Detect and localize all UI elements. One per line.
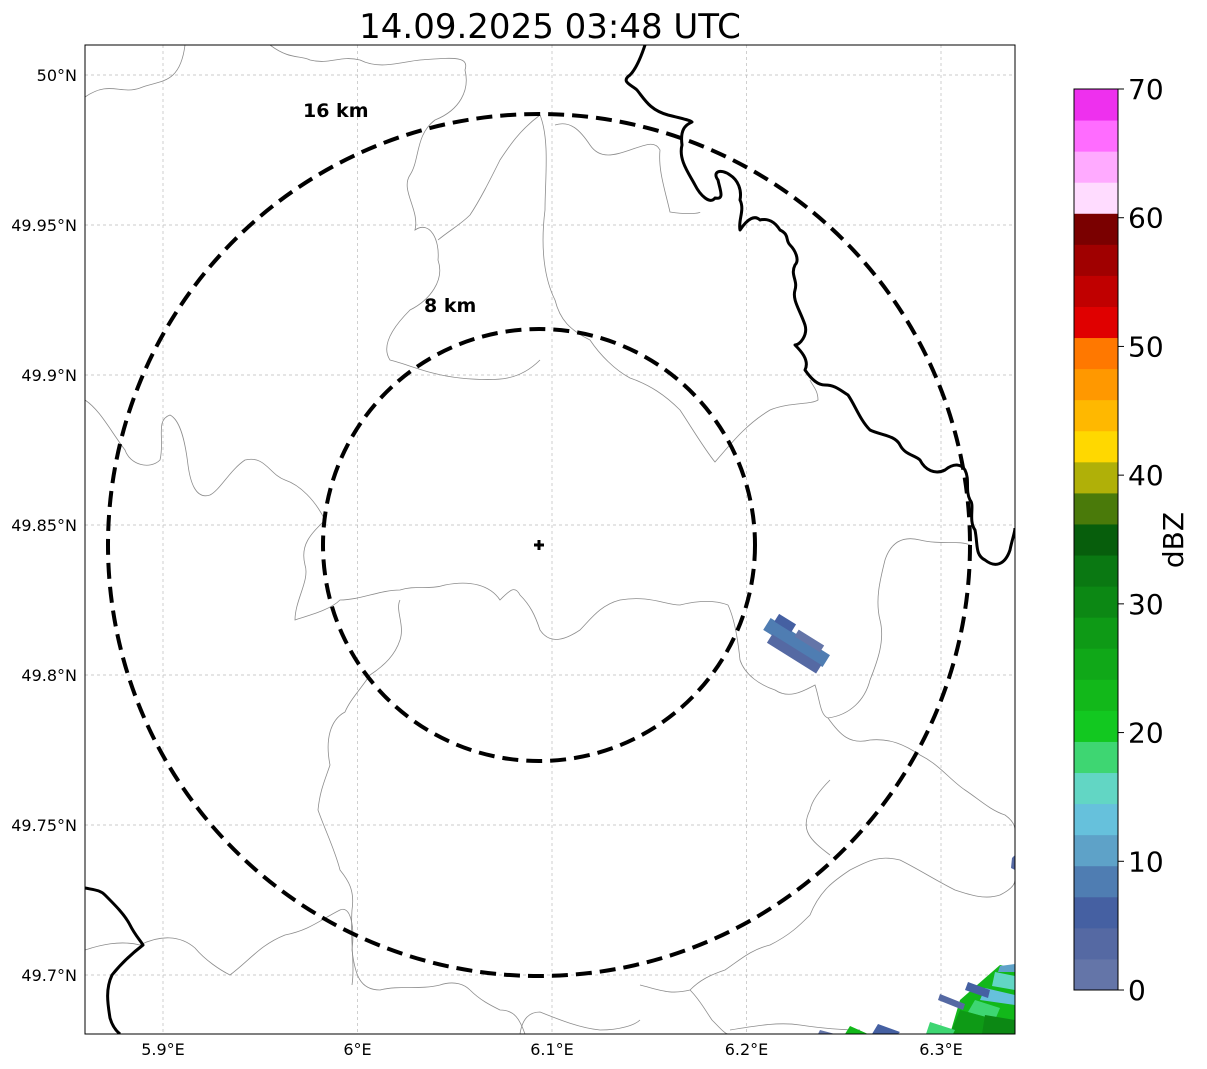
colorbar-tick-label: 20	[1128, 717, 1164, 750]
lat-tick-label: 50°N	[37, 66, 77, 85]
admin-boundary-west	[85, 399, 729, 640]
colorbar-cell	[1074, 399, 1118, 432]
colorbar-tick-label: 30	[1128, 588, 1164, 621]
map-title: 14.09.2025 03:48 UTC	[359, 7, 741, 47]
lat-tick-labels: 50°N 49.95°N 49.9°N 49.85°N 49.8°N 49.75°N 49.…	[11, 66, 77, 985]
radar-site-marker	[534, 540, 544, 550]
admin-boundary-river-line	[539, 114, 819, 463]
colorbar-cell	[1074, 244, 1118, 276]
admin-boundary-south-center	[469, 989, 526, 1034]
map-background	[85, 45, 1015, 1034]
colorbar-tick-labels: 0 10 20 30 40 50 60 70	[1118, 73, 1164, 1007]
lon-tick-labels: 5.9°E 6°E 6.1°E 6.2°E 6.3°E	[141, 1040, 963, 1059]
colorbar-cell	[1074, 120, 1118, 152]
admin-boundary-east-lower	[827, 717, 1015, 831]
admin-boundary-north-center	[269, 45, 541, 381]
colorbar-tick-label: 60	[1128, 202, 1164, 235]
admin-boundaries	[85, 45, 1015, 1034]
map-frame	[84, 44, 1016, 1035]
range-ring-label-16km: 16 km	[303, 100, 369, 122]
colorbar-tick-label: 10	[1128, 845, 1164, 878]
admin-boundary-east-branch	[554, 123, 701, 214]
colorbar-cell	[1074, 492, 1118, 525]
colorbar-cell	[1074, 306, 1118, 339]
radar-echoes	[763, 613, 1015, 1034]
colorbar-cell	[1074, 803, 1118, 836]
border-southwest	[85, 886, 145, 1034]
admin-boundary-south-left	[519, 1011, 641, 1034]
colorbar-cell	[1074, 834, 1118, 867]
colorbar-cell	[1074, 275, 1118, 307]
colorbar-tick-label: 50	[1128, 330, 1164, 363]
colorbar-cell	[1074, 648, 1118, 680]
admin-boundary-south	[85, 908, 471, 991]
colorbar-tick-label: 40	[1128, 459, 1164, 492]
range-ring-16km	[106, 112, 972, 978]
lon-tick-label: 6°E	[343, 1040, 371, 1059]
lat-tick-label: 49.95°N	[11, 216, 77, 235]
colorbar-cell	[1074, 430, 1118, 463]
colorbar-cell	[1074, 368, 1118, 401]
colorbar-cell	[1074, 213, 1118, 245]
colorbar-label: dBZ	[1157, 512, 1190, 568]
colorbar-tick-label: 0	[1128, 974, 1146, 1007]
colorbar-cell	[1074, 710, 1118, 742]
colorbar-cell	[1074, 586, 1118, 618]
range-ring-label-8km: 8 km	[424, 295, 476, 317]
colorbar: 0 10 20 30 40 50 60 70 dBZ	[1073, 73, 1190, 1007]
range-rings	[106, 112, 972, 978]
colorbar-cell	[1074, 927, 1118, 960]
colorbar-cells	[1074, 89, 1118, 991]
colorbar-cell	[1074, 523, 1118, 556]
colorbar-cell	[1074, 896, 1118, 929]
colorbar-cell	[1074, 89, 1118, 121]
colorbar-cell	[1074, 679, 1118, 711]
colorbar-cell	[1074, 958, 1118, 991]
echo-cluster-east	[763, 613, 830, 674]
colorbar-cell	[1074, 772, 1118, 805]
admin-boundary-south-west	[317, 599, 402, 986]
colorbar-cell	[1074, 555, 1118, 587]
admin-boundary-south-end	[689, 989, 729, 1034]
colorbar-cell	[1074, 182, 1118, 214]
admin-boundary-south-east	[639, 857, 1015, 993]
colorbar-cell	[1074, 337, 1118, 370]
colorbar-cell	[1074, 461, 1118, 494]
echo-cluster-southeast	[818, 855, 1015, 1034]
lon-tick-label: 6.1°E	[530, 1040, 574, 1059]
admin-boundary-bottom-right	[729, 1023, 861, 1031]
colorbar-cell	[1074, 151, 1118, 183]
colorbar-cell	[1074, 741, 1118, 774]
colorbar-frame	[1073, 88, 1119, 991]
lon-tick-label: 6.2°E	[725, 1040, 769, 1059]
lat-tick-label: 49.9°N	[21, 366, 77, 385]
graticule	[85, 45, 1015, 1034]
lon-tick-label: 5.9°E	[141, 1040, 185, 1059]
colorbar-tick-label: 70	[1128, 73, 1164, 106]
lat-tick-label: 49.8°N	[21, 666, 77, 685]
colorbar-cell	[1074, 865, 1118, 898]
range-ring-8km	[321, 327, 757, 763]
admin-boundary-east-spur	[805, 779, 831, 856]
admin-boundary-north	[85, 45, 186, 98]
lon-tick-label: 6.3°E	[919, 1040, 963, 1059]
admin-boundary-east-mid	[727, 538, 971, 719]
lat-tick-label: 49.85°N	[11, 516, 77, 535]
lat-tick-label: 49.7°N	[21, 966, 77, 985]
lat-tick-label: 49.75°N	[11, 816, 77, 835]
admin-boundary-central-north	[437, 114, 541, 241]
colorbar-cell	[1074, 617, 1118, 649]
